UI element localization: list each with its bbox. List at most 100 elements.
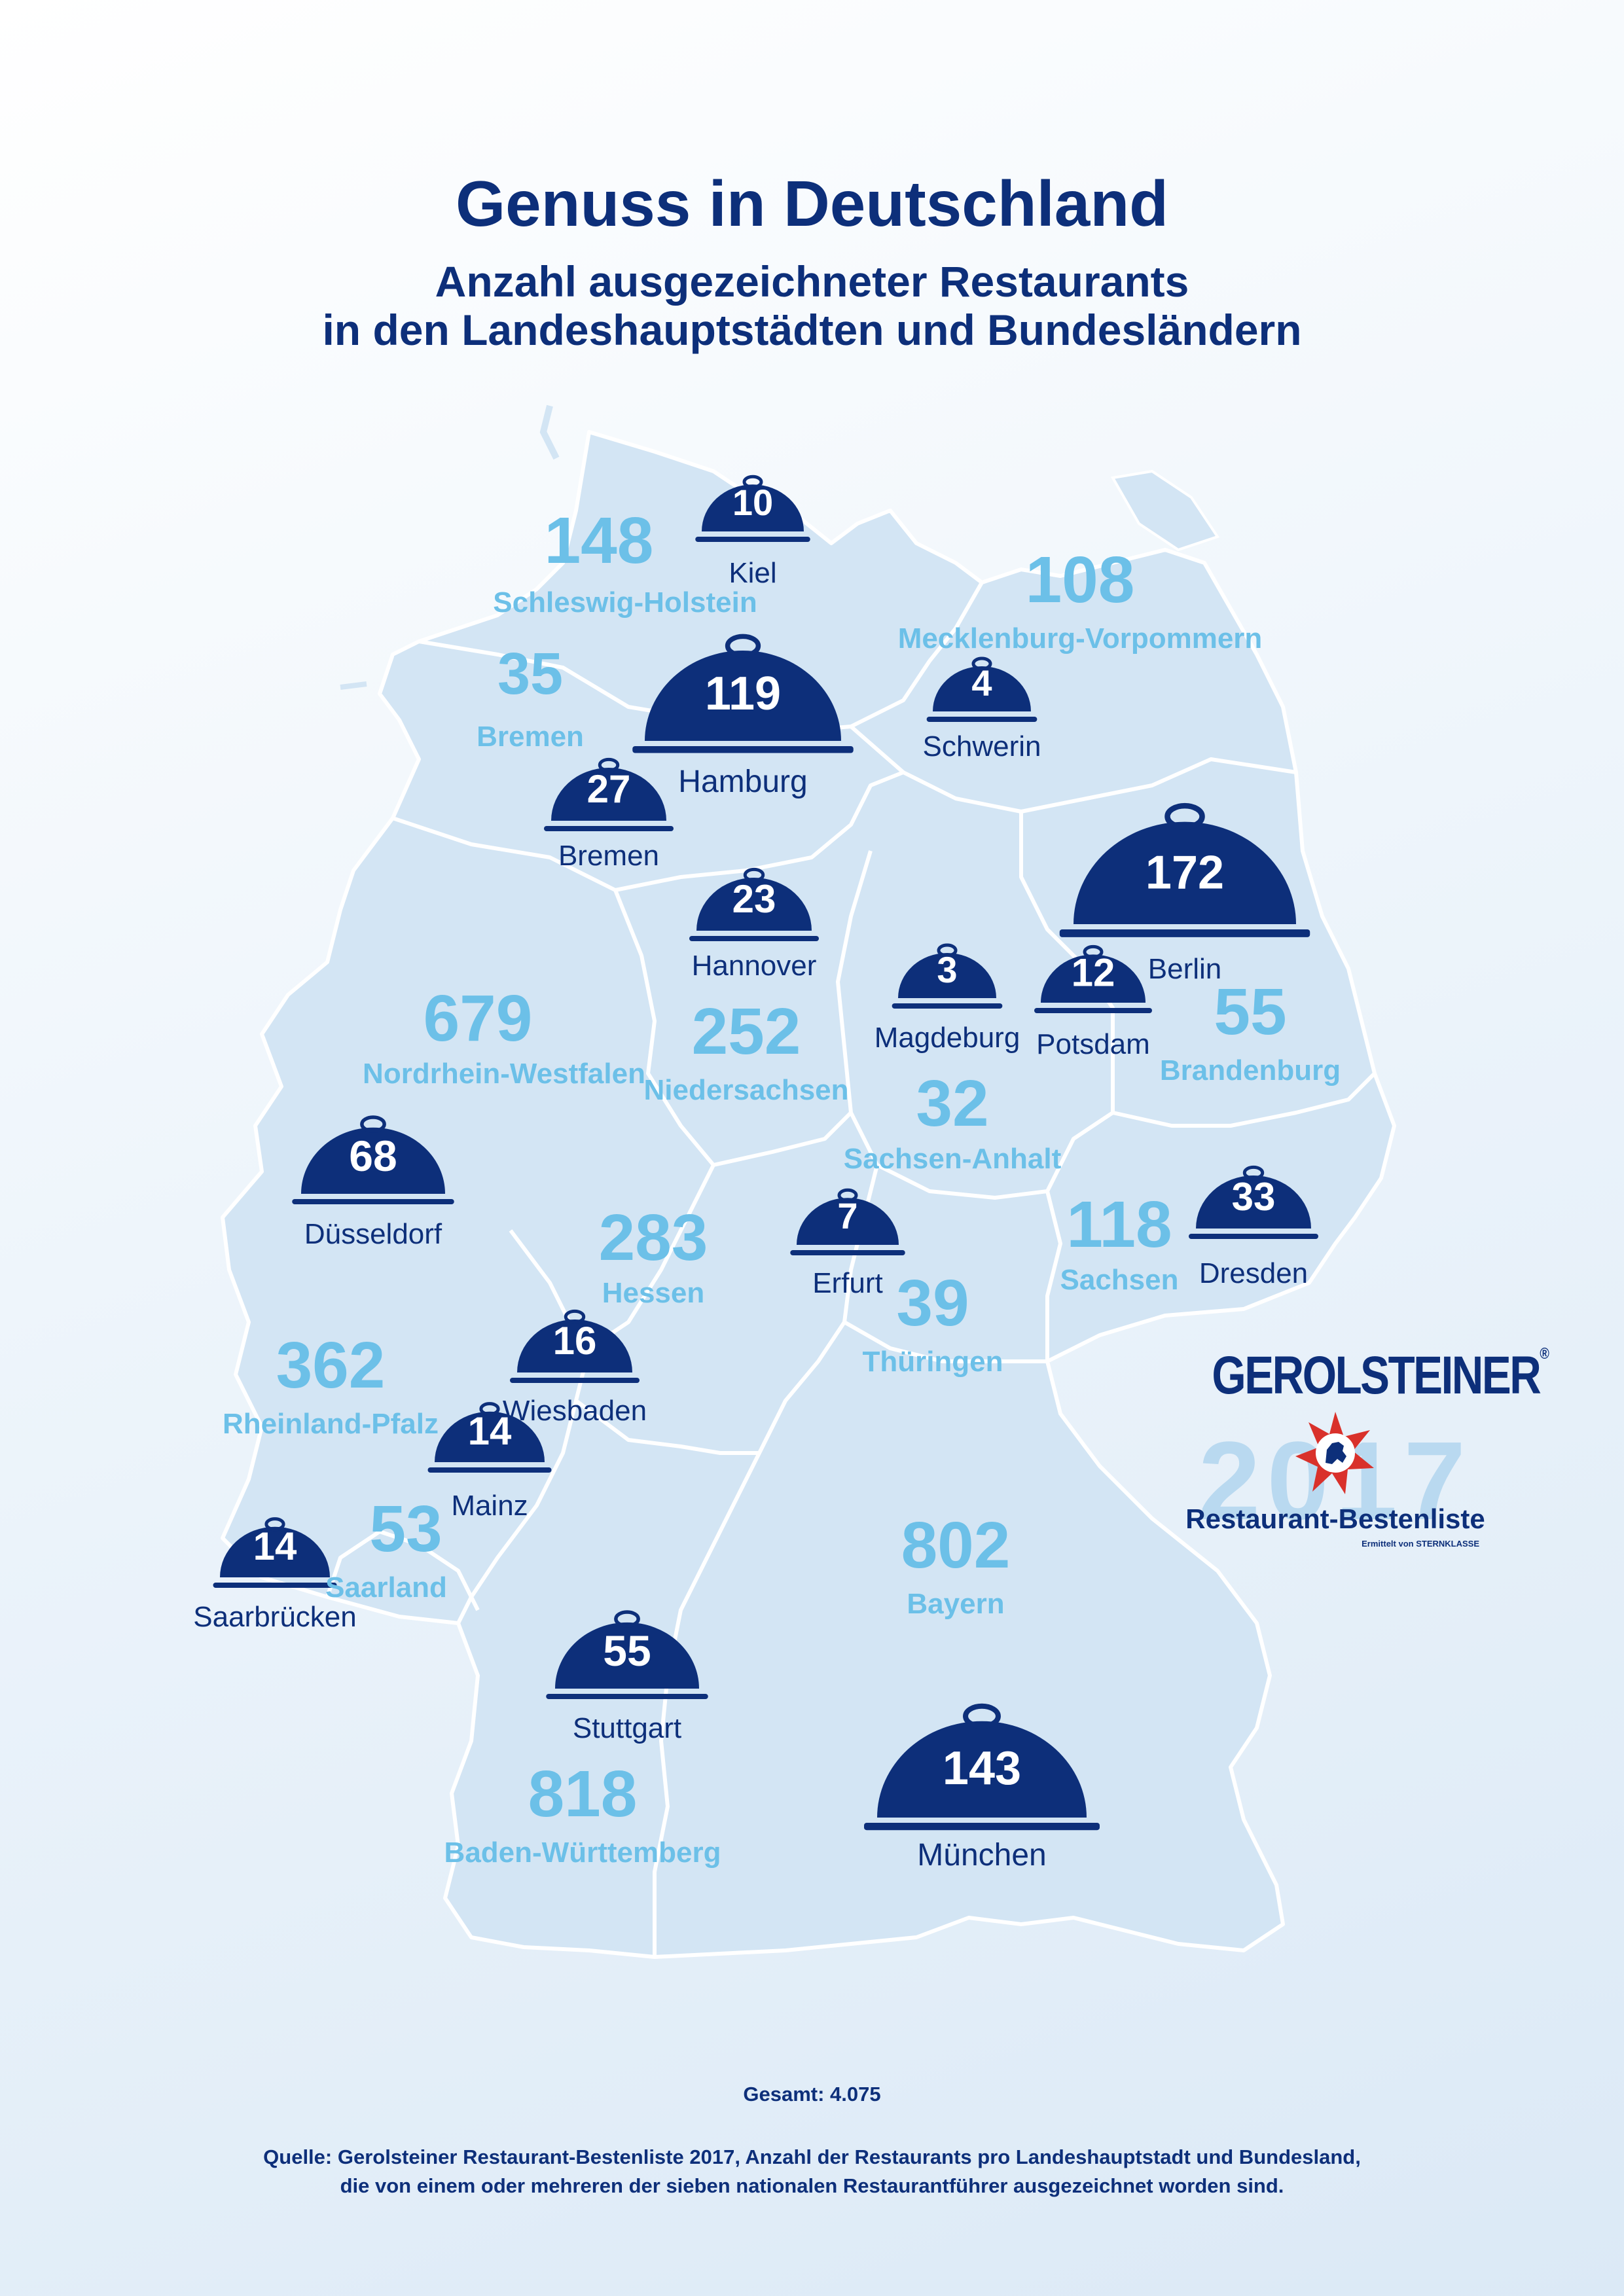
cloche-plate-icon [632,746,854,753]
city-marker-bremen: 27 Bremen [544,757,674,872]
city-marker-berlin: 172 Berlin [1059,802,1310,985]
city-count-schwerin: 4 [971,662,992,704]
city-count-dresden: 33 [1232,1175,1276,1219]
cloche-plate-icon [864,1823,1100,1831]
subtitle-line-2: in den Landeshauptstädten und Bundesländ… [322,306,1302,354]
state-name-sachsen: Sachsen [1060,1264,1179,1296]
page-title: Genuss in Deutschland [455,168,1169,240]
city-name-kiel: Kiel [729,557,776,589]
city-name-duesseldorf: Düsseldorf [304,1218,442,1250]
city-marker-hamburg: 119 Hamburg [632,634,854,799]
state-name-baden-wuerttemberg: Baden-Württemberg [444,1837,721,1869]
cloche-plate-icon [695,537,810,542]
state-count-mecklenburg-vorpommern: 108 [1026,543,1135,617]
state-name-bayern: Bayern [907,1588,1004,1620]
cloche-plate-icon [544,826,674,831]
logo-brand-name: GEROLSTEINER® [1212,1345,1549,1405]
city-count-potsdam: 12 [1072,950,1115,994]
state-count-bayern: 802 [901,1509,1011,1582]
city-name-bremen: Bremen [558,840,659,872]
state-labels: 148 Schleswig-Holstein 108 Mecklenburg-Vorp… [223,504,1341,1869]
germany-outline [221,430,1396,1959]
cloche-handle-icon [837,1188,858,1202]
city-count-duesseldorf: 68 [349,1132,397,1180]
cloche-dome-icon [551,768,666,821]
city-marker-hannover: 23 Hannover [689,867,819,982]
city-count-muenchen: 143 [943,1742,1021,1795]
city-name-schwerin: Schwerin [923,730,1041,762]
state-name-niedersachsen: Niedersachsen [643,1074,848,1106]
registered-mark: ® [1540,1345,1549,1363]
state-name-bremen: Bremen [477,721,584,753]
cloche-dome-icon [1074,821,1296,924]
city-name-dresden: Dresden [1199,1257,1308,1289]
cloche-plate-icon [292,1199,454,1204]
state-name-mecklenburg-vorpommern: Mecklenburg-Vorpommern [898,622,1263,655]
source-line-1: Quelle: Gerolsteiner Restaurant-Bestenli… [263,2145,1361,2168]
state-name-schleswig-holstein: Schleswig-Holstein [493,586,757,619]
state-name-nordrhein-westfalen: Nordrhein-Westfalen [363,1058,645,1090]
cloche-plate-icon [689,936,819,941]
cloche-handle-icon [725,634,761,658]
state-name-sachsen-anhalt: Sachsen-Anhalt [844,1143,1062,1175]
city-marker-schwerin: 4 Schwerin [923,656,1041,762]
city-count-erfurt: 7 [837,1195,857,1236]
cloche-handle-icon [479,1402,500,1416]
cloche-handle-icon [1164,802,1205,831]
frisian-islands [340,668,498,690]
city-marker-duesseldorf: 68 Düsseldorf [292,1115,454,1250]
city-name-potsdam: Potsdam [1036,1028,1150,1060]
logo-determined-by: Ermittelt von STERNKLASSE [1362,1539,1479,1549]
north-island [539,404,560,460]
state-name-saarland: Saarland [325,1571,447,1604]
state-count-sachsen-anhalt: 32 [916,1067,988,1140]
city-marker-magdeburg: 3 Magdeburg [875,943,1020,1054]
cloche-dome-icon [435,1411,545,1462]
cloche-handle-icon [963,1703,1001,1729]
red-star-lion-emblem-icon [1295,1412,1374,1494]
state-name-hessen: Hessen [602,1277,705,1309]
city-name-hannover: Hannover [692,950,817,982]
cloche-dome-icon [797,1198,899,1245]
source-line-2: die von einem oder mehreren der sieben n… [340,2174,1284,2197]
city-name-saarbruecken: Saarbrücken [193,1601,356,1633]
gerolsteiner-logo: 2017 GEROLSTEINER® Restaurant-Bestenlist… [1185,1345,1549,1568]
city-name-magdeburg: Magdeburg [875,1022,1020,1054]
cloche-dome-icon [645,651,841,741]
cloche-handle-icon [360,1115,386,1133]
cloche-plate-icon [892,1003,1003,1009]
city-count-mainz: 14 [468,1409,512,1453]
city-count-hannover: 23 [732,877,776,921]
cloche-plate-icon [213,1583,337,1588]
city-count-stuttgart: 55 [603,1626,651,1675]
total-count: Gesamt: 4.075 [743,2083,881,2106]
cloche-handle-icon [743,867,765,882]
cloche-handle-icon [614,1610,640,1628]
city-marker-wiesbaden: 16 Wiesbaden [503,1309,647,1427]
city-count-bremen: 27 [587,767,631,811]
city-marker-stuttgart: 55 Stuttgart [546,1610,708,1744]
city-count-kiel: 10 [732,482,773,523]
cloche-dome-icon [517,1319,632,1372]
city-count-hamburg: 119 [705,668,781,720]
cloche-handle-icon [937,943,958,958]
cloche-handle-icon [264,1517,285,1532]
city-name-wiesbaden: Wiesbaden [503,1395,647,1427]
city-marker-potsdam: 12 Potsdam [1034,944,1152,1060]
cloche-handle-icon [742,475,763,489]
city-marker-muenchen: 143 München [864,1703,1100,1873]
state-count-rheinland-pfalz: 362 [276,1329,386,1402]
city-marker-kiel: 10 Kiel [695,475,810,589]
cloche-dome-icon [877,1721,1087,1818]
city-name-muenchen: München [917,1838,1046,1873]
state-count-bremen: 35 [497,641,563,707]
state-count-schleswig-holstein: 148 [545,504,654,577]
logo-list-name: Restaurant-Bestenliste [1185,1503,1485,1534]
state-name-thueringen: Thüringen [862,1346,1003,1378]
cloche-plate-icon [1034,1008,1152,1013]
state-count-thueringen: 39 [896,1266,969,1340]
city-markers: 10Kiel119Hamburg4Schwerin27Bremen23Hanno… [193,475,1318,1873]
city-count-magdeburg: 3 [937,949,957,990]
cloche-plate-icon [510,1378,640,1383]
cloche-dome-icon [696,878,812,931]
